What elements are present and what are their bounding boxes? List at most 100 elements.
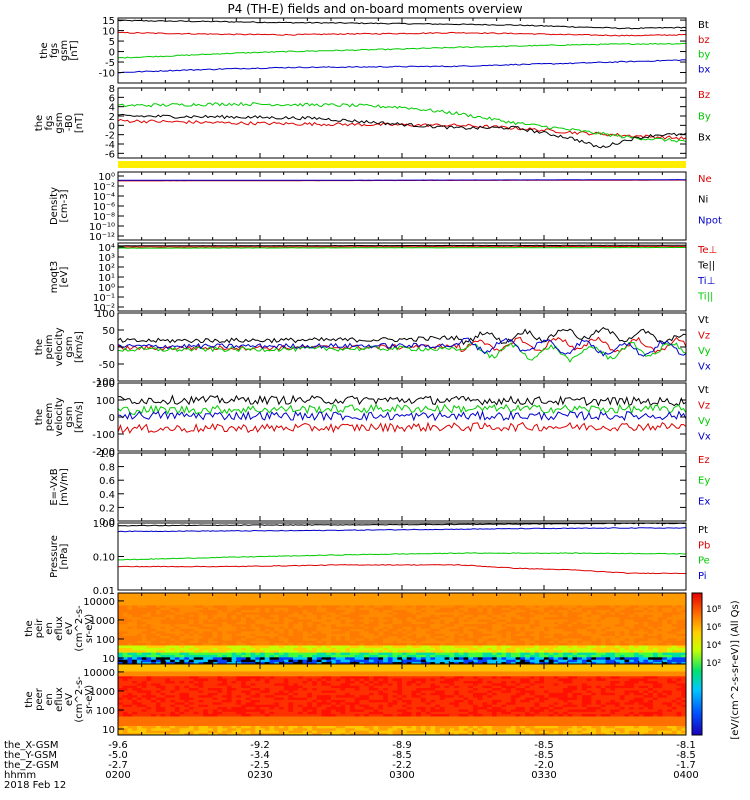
spectrogram-cell [648,642,654,646]
spectrogram-cell [615,725,621,729]
spectrogram-cell [236,656,242,660]
spectrogram-cell [312,723,318,726]
spectrogram-cell [473,659,479,663]
spectrogram-cell [506,725,512,729]
spectrogram-cell [212,611,218,615]
spectrogram-cell [373,642,379,646]
spectrogram-cell [179,640,185,644]
spectrogram-cell [203,619,209,622]
spectrogram-cell [638,602,644,606]
spectrogram-cell [312,642,318,646]
spectrogram-cell [662,593,668,596]
spectrogram-cell [189,725,195,729]
spectrogram-cell [430,597,436,601]
y-axis-label: [eV] [59,267,70,288]
spectrogram-cell [264,607,270,610]
spectrogram-cell [629,602,635,606]
spectrogram-cell [444,600,450,603]
spectrogram-cell [288,595,294,599]
spectrogram-cell [454,602,460,606]
spectrogram-cell [572,642,578,646]
spectrogram-cell [501,616,507,620]
spectrogram-cell [633,656,639,660]
spectrogram-cell [548,642,554,646]
spectrogram-cell [335,642,341,646]
spectrogram-cell [127,600,133,603]
spectrogram-cell [212,630,218,634]
spectrogram-cell [383,656,389,660]
spectrogram-cell [354,730,360,734]
spectrogram-cell [297,730,303,734]
spectrogram-cell [269,597,275,601]
spectrogram-cell [430,604,436,608]
spectrogram-cell [662,619,668,622]
spectrogram-cell [558,645,564,648]
spectrogram-cell [444,727,450,731]
spectrogram-cell [416,638,422,641]
spectrogram-cell [184,611,190,615]
spectrogram-cell [269,633,275,636]
spectrogram-cell [553,607,559,610]
spectrogram-cell [312,630,318,634]
spectrogram-cell [402,649,408,653]
spectrogram-cell [255,600,261,603]
spectrogram-cell [544,619,550,622]
spectrogram-cell [122,595,128,599]
spectrogram-cell [222,621,228,625]
spectrogram-cell [572,623,578,627]
spectrogram-cell [553,656,559,660]
spectrogram-cell [491,623,497,627]
spectrogram-cell [349,595,355,599]
spectrogram-cell [155,630,161,634]
spectrogram-cell [491,621,497,625]
spectrogram-cell [316,626,322,629]
spectrogram-cell [226,654,232,658]
spectrogram-cell [629,727,635,731]
spectrogram-cell [345,602,351,606]
spectrogram-cell [487,626,493,629]
spectrogram-cell [241,616,247,620]
spectrogram-cell [520,656,526,660]
spectrogram-cell [444,611,450,615]
spectrogram-cell [326,647,332,651]
spectrogram-cell [515,638,521,641]
spectrogram-cell [222,638,228,641]
spectrogram-cell [643,647,649,651]
spectrogram-cell [596,649,602,653]
spectrogram-cell [676,652,682,655]
spectrogram-cell [392,652,398,655]
spectrogram-cell [463,593,469,596]
spectrogram-cell [643,597,649,601]
spectrogram-cell [307,600,313,603]
spectrogram-cell [288,730,294,734]
spectrogram-cell [212,609,218,613]
spectrogram-cell [501,638,507,641]
spectrogram-cell [572,602,578,606]
spectrogram-cell [591,616,597,620]
spectrogram-cell [212,602,218,606]
spectrogram-cell [151,621,157,625]
spectrogram-cell [321,635,327,639]
spectrogram-cell [397,659,403,663]
y-axis-label: E=-VxB [49,468,60,505]
spectrogram-cell [548,652,554,655]
spectrogram-cell [577,593,583,596]
spectrogram-cell [364,635,370,639]
spectrogram-cell [416,732,422,736]
spectrogram-cell [184,616,190,620]
spectrogram-cell [189,654,195,658]
spectrogram-cell [558,600,564,603]
spectrogram-cell [671,661,677,665]
spectrogram-cell [567,600,573,603]
spectrogram-cell [264,600,270,603]
spectrogram-cell [681,628,687,632]
spectrogram-cell [648,659,654,663]
spectrogram-cell [226,720,232,724]
spectrogram-cell [652,600,658,603]
spectrogram-cell [633,645,639,648]
spectrogram-cell [539,600,545,603]
spectrogram-cell [652,604,658,608]
spectrogram-cell [212,720,218,724]
spectrogram-cell [203,630,209,634]
spectrogram-cell [392,628,398,632]
